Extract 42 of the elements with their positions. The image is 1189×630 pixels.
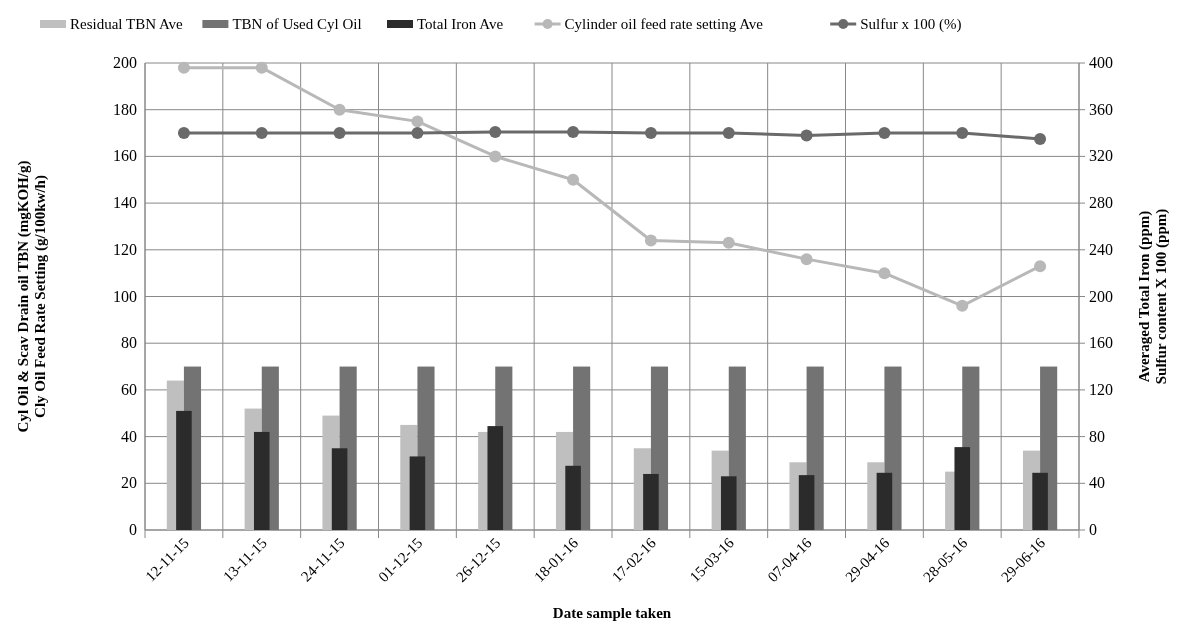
y-tick-label: 80 xyxy=(121,334,137,352)
point xyxy=(567,173,580,186)
point xyxy=(489,150,502,163)
y2-tick-label: 200 xyxy=(1089,287,1113,305)
point xyxy=(1034,260,1047,273)
point xyxy=(722,236,735,249)
legend-label: Residual TBN Ave xyxy=(70,16,184,32)
y2-tick-label: 320 xyxy=(1089,147,1113,165)
y2-tick-label: 80 xyxy=(1089,427,1105,445)
y-tick-label: 60 xyxy=(121,380,137,398)
y2-axis-title: Averaged Total Iron (ppm) Sulfur content X 100 (ppm) xyxy=(1136,208,1170,385)
legend-label: Sulfur x 100 (%) xyxy=(860,16,962,33)
y-tick-label: 160 xyxy=(113,147,137,165)
y-tick-label: 100 xyxy=(113,287,137,305)
y2-tick-label: 0 xyxy=(1089,521,1097,538)
point xyxy=(800,253,813,266)
y2-tick-label: 120 xyxy=(1089,380,1113,398)
y2-tick-label: 40 xyxy=(1089,474,1105,492)
y2-tick-label: 360 xyxy=(1089,100,1113,118)
point xyxy=(255,61,268,74)
y-tick-label: 40 xyxy=(121,427,137,445)
y2-tick-label: 400 xyxy=(1089,54,1113,71)
y-tick-label: 200 xyxy=(113,54,137,71)
y-tick-label: 0 xyxy=(129,521,137,538)
y-tick-label: 140 xyxy=(113,194,137,212)
point xyxy=(644,234,657,247)
y2-tick-label: 280 xyxy=(1089,194,1113,212)
point xyxy=(411,115,424,128)
point xyxy=(878,267,891,280)
y2-tick-label: 240 xyxy=(1089,240,1113,258)
point xyxy=(177,61,190,74)
legend-label: TBN of Used Cyl Oil xyxy=(232,16,362,32)
point xyxy=(333,103,346,116)
y-tick-label: 180 xyxy=(113,100,137,118)
x-axis-title: Date sample taken xyxy=(552,605,672,621)
y-tick-label: 120 xyxy=(113,240,137,258)
point xyxy=(956,299,969,312)
y-axis-title: Cyl Oil & Scav Drain oil TBN (mgKOH/g) Cly Oil Feed Rate Setting (g/100kw/h) xyxy=(15,160,49,433)
y-tick-label: 20 xyxy=(121,474,137,492)
legend-label: Cylinder oil feed rate setting Ave xyxy=(564,16,764,32)
legend-label: Total Iron Ave xyxy=(417,16,504,32)
y2-tick-label: 160 xyxy=(1089,334,1113,352)
